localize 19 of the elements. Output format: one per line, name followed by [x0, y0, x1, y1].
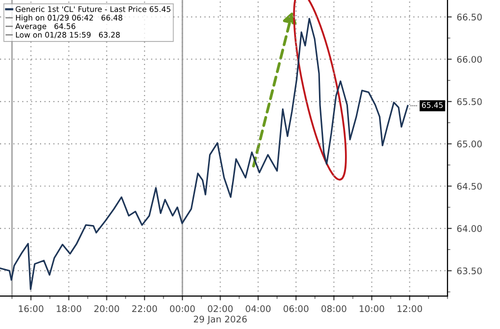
x-tick-label: 10:00	[360, 305, 384, 312]
y-tick-label: 63.50	[457, 267, 482, 274]
y-tick-label: 66.00	[457, 56, 482, 63]
x-tick-label: 06:00	[284, 305, 308, 312]
x-tick-label: 12:00	[398, 305, 422, 312]
y-tick-label: 64.50	[457, 182, 482, 190]
x-tick-label: 04:00	[246, 305, 271, 312]
x-tick-label: 00:00	[170, 305, 195, 312]
text: 29 Jan 2026	[194, 316, 247, 324]
y-tick-label: 65.50	[457, 98, 482, 106]
x-tick-label: 08:00	[321, 305, 346, 312]
x-tick-label: 20:00	[94, 305, 120, 312]
y-tick-label: 66.50	[457, 14, 482, 20]
y-tick-label: 65.00	[457, 140, 482, 148]
x-tick-label: 18:00	[56, 305, 82, 312]
x-tick-label: 16:00	[18, 305, 44, 312]
y-tick-label: 64.00	[457, 225, 482, 232]
x-tick-label: 22:00	[132, 305, 157, 312]
x-tick-label: 02:00	[208, 305, 233, 312]
